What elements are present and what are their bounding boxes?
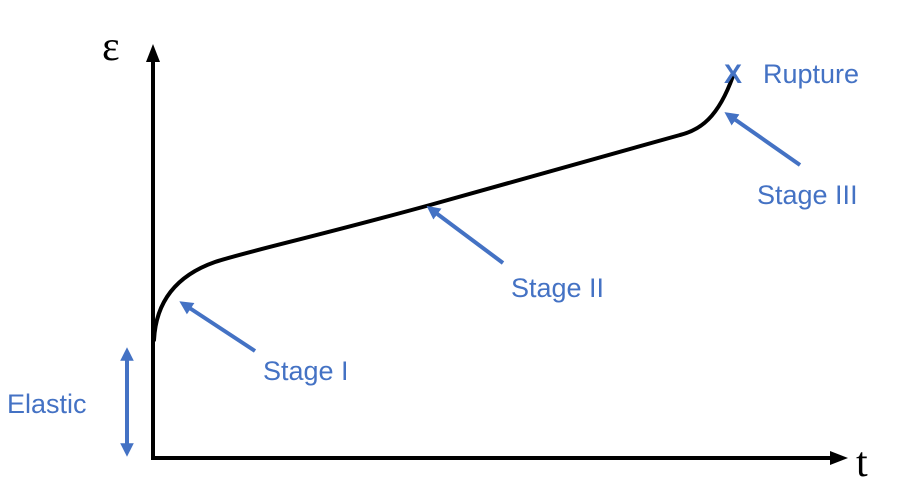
stage1-arrow <box>185 305 255 351</box>
stage3-arrow <box>730 116 800 165</box>
elastic-label: Elastic <box>7 389 87 419</box>
stage2-arrow <box>432 210 503 263</box>
creep-curve <box>154 76 733 340</box>
rupture-label: Rupture <box>763 59 859 89</box>
y-axis-label: ε <box>102 24 120 70</box>
x-axis-label: t <box>856 440 868 486</box>
axes <box>146 44 848 465</box>
stage3-label: Stage III <box>757 180 858 210</box>
x-axis-arrowhead <box>830 451 848 465</box>
rupture-marker: X <box>724 59 742 89</box>
stage1-label: Stage I <box>263 356 349 386</box>
y-axis-arrowhead <box>146 44 160 62</box>
stage2-label: Stage II <box>511 273 604 303</box>
